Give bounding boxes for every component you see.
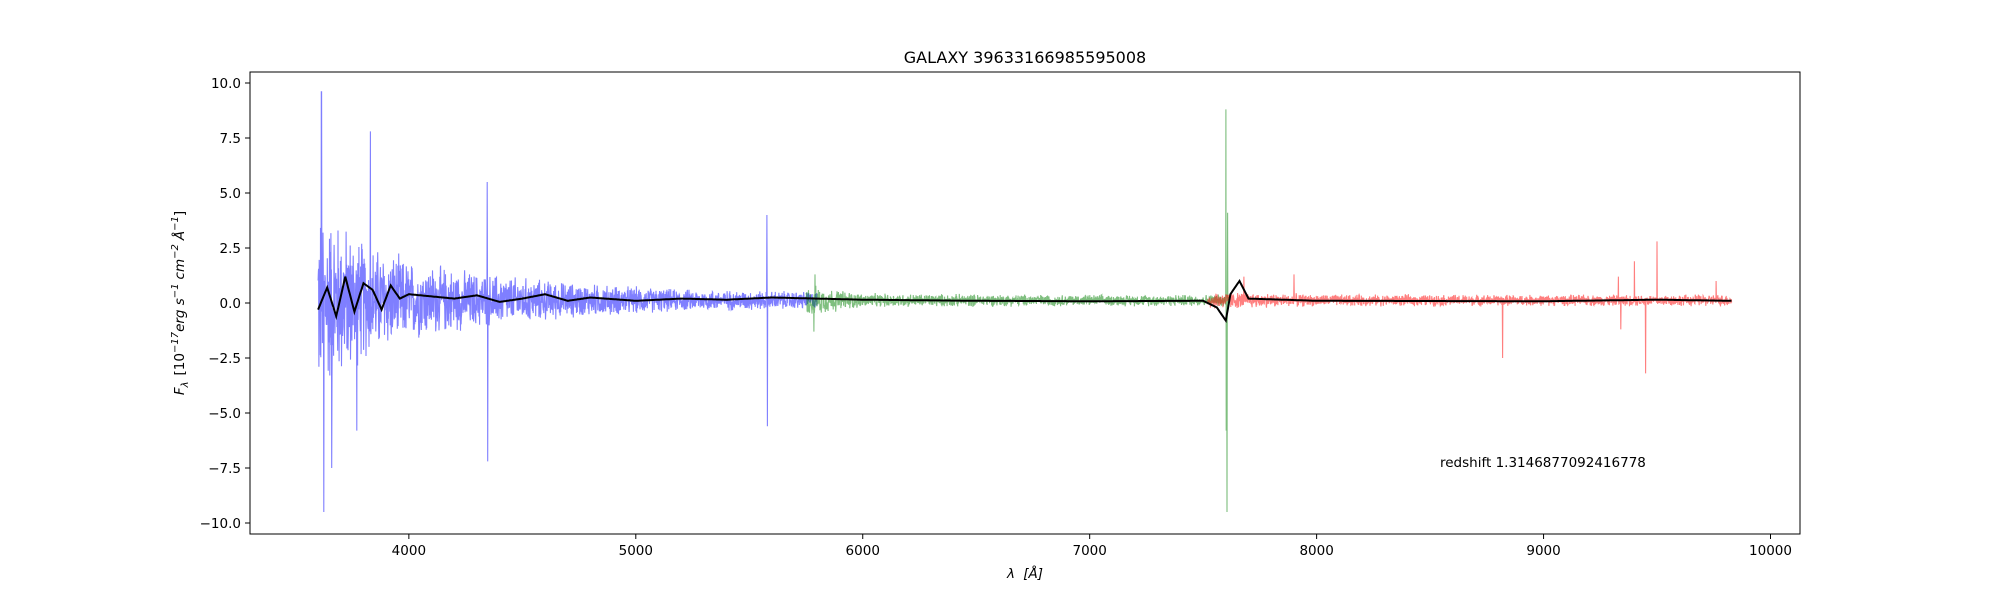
x-axis-label-symbol: λ <box>1006 566 1015 582</box>
y-axis-label-rest2: cm <box>172 259 188 280</box>
flux-series-line-2 <box>1207 241 1733 374</box>
y-axis: −10.0 −7.5 −5.0 −2.5 0.0 2.5 5.0 7.5 10.0 <box>200 76 250 532</box>
y-axis-label-rest3: Å <box>171 231 188 241</box>
flux-series-line-0 <box>317 91 818 513</box>
x-axis-label-unit: [Å] <box>1023 565 1043 582</box>
y-axis-label-exp3: −2 <box>170 244 181 259</box>
y-tick-label: 10.0 <box>211 76 241 92</box>
x-tick-label: 9000 <box>1526 543 1560 559</box>
y-tick-label: −2.5 <box>208 351 241 367</box>
y-axis-label: Fλ[10−17erg s−1cm−2Å−1] <box>170 211 191 395</box>
x-tick-label: 8000 <box>1299 543 1333 559</box>
model-series-line <box>317 276 1732 324</box>
redshift-annotation: redshift 1.3146877092416778 <box>1440 455 1646 471</box>
x-tick-label: 6000 <box>846 543 880 559</box>
y-axis-label-prefix: [10 <box>172 353 188 375</box>
y-axis-label-close: ] <box>172 211 188 216</box>
y-tick-label: −5.0 <box>208 406 241 422</box>
x-tick-label: 5000 <box>619 543 653 559</box>
y-axis-label-sub: λ <box>180 381 191 388</box>
x-axis-label: λ [Å] <box>1006 565 1043 582</box>
y-axis-label-exp4: −1 <box>170 216 181 231</box>
series-layer <box>317 91 1733 513</box>
x-tick-label: 4000 <box>392 543 426 559</box>
y-axis-label-rest: erg s <box>172 298 188 332</box>
y-axis-label-exp: −17 <box>170 331 181 353</box>
x-tick-label: 10000 <box>1749 543 1792 559</box>
chart-title: GALAXY 39633166985595008 <box>904 48 1146 67</box>
flux-series-line-1 <box>805 109 1231 513</box>
y-tick-label: 7.5 <box>220 131 241 147</box>
y-axis-label-exp2: −1 <box>170 283 181 298</box>
y-axis-label-symbol: F <box>172 387 188 395</box>
y-tick-label: 2.5 <box>220 241 241 257</box>
y-tick-label: 5.0 <box>220 186 241 202</box>
x-tick-label: 7000 <box>1072 543 1106 559</box>
x-axis: 4000 5000 6000 7000 8000 9000 10000 <box>392 534 1792 559</box>
y-tick-label: 0.0 <box>220 296 241 312</box>
y-tick-label: −7.5 <box>208 461 241 477</box>
y-tick-label: −10.0 <box>200 516 241 532</box>
